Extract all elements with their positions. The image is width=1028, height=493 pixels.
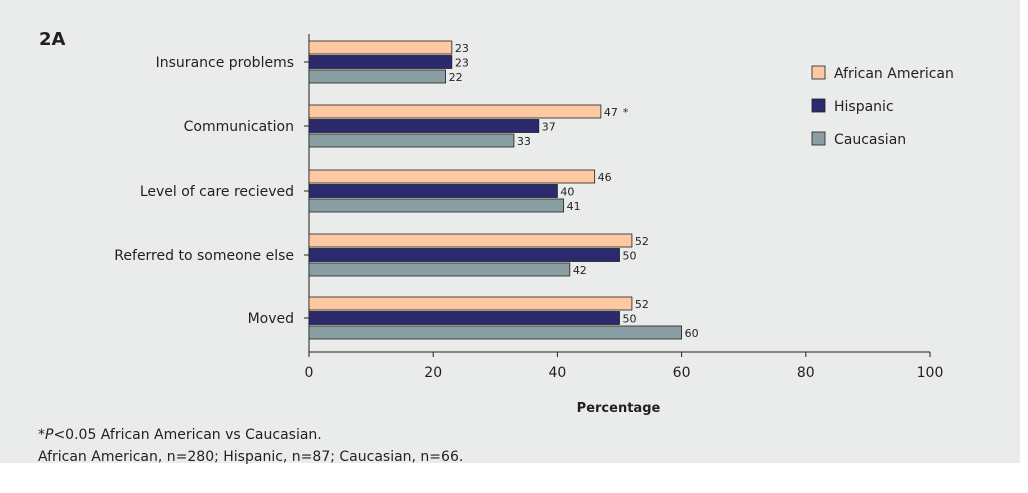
data-label-communication-african-american: 47: [604, 106, 618, 119]
annotation-communication-african-american: *: [623, 106, 629, 119]
category-label-moved: Moved: [248, 311, 294, 327]
legend-label-caucasian: Caucasian: [834, 132, 906, 148]
data-label-referred-to-someone-else-hispanic: 50: [623, 250, 637, 263]
x-tick-label-100: 100: [917, 365, 944, 381]
chart-legend: African American Hispanic Caucasian: [811, 65, 954, 148]
category-label-insurance-problems: Insurance problems: [156, 55, 294, 71]
chart-footnote: *P<0.05 African American vs Caucasian. A…: [38, 424, 463, 468]
x-axis-label: Percentage: [577, 401, 661, 416]
legend-swatch-hispanic: [811, 98, 826, 113]
chart-axes: 0 20 40 60 80 100 Percentage Insurance problems…: [114, 34, 943, 416]
bar-insurance-problems-caucasian: [308, 69, 447, 84]
bar-moved-hispanic: [308, 311, 620, 325]
data-label-communication-caucasian: 33: [517, 135, 531, 148]
x-tick-label-80: 80: [797, 365, 815, 381]
bar-referred-to-someone-else-caucasian: [308, 262, 571, 277]
bar-level-of-care-recieved-hispanic: [308, 184, 558, 198]
bar-level-of-care-recieved-african-american: [308, 169, 596, 184]
chart-panel: 2A 0 20 40 60 80 100 Percentage Insurance probl…: [0, 0, 1020, 465]
data-label-referred-to-someone-else-african-american: 52: [635, 235, 649, 248]
footnote-asterisk: *: [38, 427, 45, 443]
data-label-insurance-problems-african-american: 23: [455, 42, 469, 55]
x-tick-label-20: 20: [424, 365, 442, 381]
bar-moved-african-american: [308, 296, 633, 311]
x-tick-label-0: 0: [305, 365, 314, 381]
data-label-moved-hispanic: 50: [623, 313, 637, 326]
data-label-insurance-problems-caucasian: 22: [449, 71, 463, 84]
data-label-communication-hispanic: 37: [542, 121, 556, 134]
legend-label-hispanic: Hispanic: [834, 99, 894, 115]
data-label-level-of-care-recieved-hispanic: 40: [560, 186, 574, 199]
bar-communication-hispanic: [308, 119, 540, 133]
category-label-communication: Communication: [184, 119, 294, 135]
bar-moved-caucasian: [308, 325, 683, 340]
data-label-moved-african-american: 52: [635, 298, 649, 311]
data-label-level-of-care-recieved-african-american: 46: [598, 171, 612, 184]
panel-label: 2A: [39, 29, 66, 50]
footnote-significance: *P<0.05 African American vs Caucasian.: [38, 424, 463, 446]
data-label-insurance-problems-hispanic: 23: [455, 57, 469, 70]
x-tick-label-60: 60: [673, 365, 691, 381]
data-label-level-of-care-recieved-caucasian: 41: [567, 200, 581, 213]
bar-communication-african-american: [308, 104, 602, 119]
bar-level-of-care-recieved-caucasian: [308, 198, 565, 213]
category-label-referred-to-someone-else: Referred to someone else: [114, 248, 294, 264]
bar-referred-to-someone-else-african-american: [308, 233, 633, 248]
bar-referred-to-someone-else-hispanic: [308, 248, 620, 262]
bar-insurance-problems-african-american: [308, 40, 453, 55]
data-label-referred-to-someone-else-caucasian: 42: [573, 264, 587, 277]
footnote-p-symbol: P: [45, 427, 54, 443]
category-label-level-of-care-recieved: Level of care recieved: [140, 184, 294, 200]
bar-communication-caucasian: [308, 133, 515, 148]
footnote-sample-sizes: African American, n=280; Hispanic, n=87;…: [38, 449, 464, 465]
bar-insurance-problems-hispanic: [308, 55, 453, 69]
legend-swatch-african-american: [811, 65, 826, 80]
legend-label-african-american: African American: [834, 66, 954, 82]
x-tick-label-40: 40: [548, 365, 566, 381]
bar-chart: 0 20 40 60 80 100 Percentage Insurance problems…: [114, 34, 954, 416]
footnote-significance-text: <0.05 African American vs Caucasian.: [53, 427, 322, 443]
data-label-moved-caucasian: 60: [685, 327, 699, 340]
legend-swatch-caucasian: [811, 131, 826, 146]
